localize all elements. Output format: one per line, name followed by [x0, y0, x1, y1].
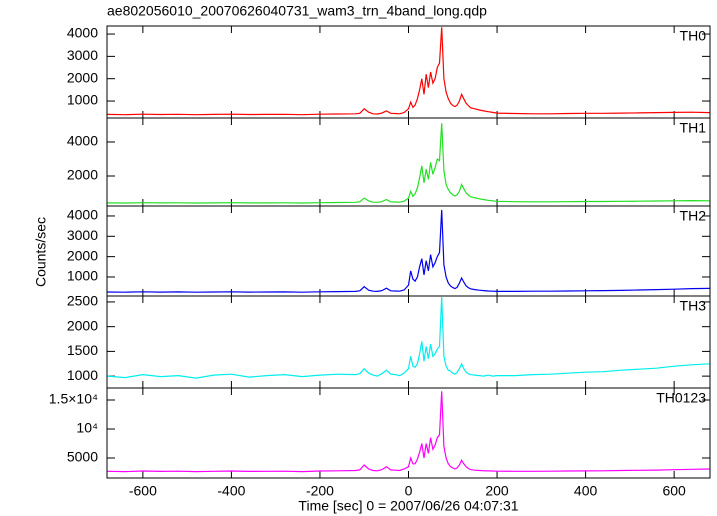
y-tick-label: 3000	[67, 227, 98, 243]
light-curve	[107, 27, 710, 116]
x-tick-label: -600	[129, 483, 157, 499]
x-tick-label: 200	[485, 483, 509, 499]
y-tick-label: 2500	[67, 293, 98, 309]
panel-frame	[106, 25, 711, 119]
light-curve	[107, 123, 710, 204]
y-tick-label: 1.5×10⁴	[49, 391, 98, 407]
light-curve	[107, 209, 710, 293]
x-tick-label: -400	[217, 483, 245, 499]
x-tick-label: 600	[662, 483, 686, 499]
panel-frame	[106, 295, 711, 389]
y-tick-label: 4000	[67, 207, 98, 223]
x-tick-label: 0	[405, 483, 413, 499]
series-label: TH0123	[656, 390, 706, 406]
x-axis-label: Time [sec] 0 = 2007/06/26 04:07:31	[298, 498, 518, 514]
y-tick-label: 4000	[67, 133, 98, 149]
y-tick-label: 2000	[67, 317, 98, 333]
series-label: TH3	[680, 298, 707, 314]
x-tick-label: -200	[306, 483, 334, 499]
y-tick-label: 2000	[67, 167, 98, 183]
x-tick-label: 400	[574, 483, 598, 499]
series-label: TH0	[680, 28, 707, 44]
series-label: TH1	[680, 120, 707, 136]
y-tick-label: 1000	[67, 367, 98, 383]
series-label: TH2	[680, 208, 707, 224]
y-tick-label: 3000	[67, 47, 98, 63]
light-curve	[107, 296, 710, 379]
y-tick-label: 1000	[67, 92, 98, 108]
light-curve	[107, 391, 710, 473]
y-axis-label: Counts/sec	[33, 217, 49, 287]
y-tick-label: 10⁴	[76, 420, 98, 436]
chart-title: ae802056010_20070626040731_wam3_trn_4ban…	[107, 3, 487, 19]
y-tick-label: 2000	[67, 247, 98, 263]
y-tick-label: 2000	[67, 69, 98, 85]
y-tick-label: 1000	[67, 268, 98, 284]
panel-frame	[106, 117, 711, 207]
y-tick-label: 1500	[67, 342, 98, 358]
y-tick-label: 4000	[67, 25, 98, 41]
y-tick-label: 5000	[67, 449, 98, 465]
